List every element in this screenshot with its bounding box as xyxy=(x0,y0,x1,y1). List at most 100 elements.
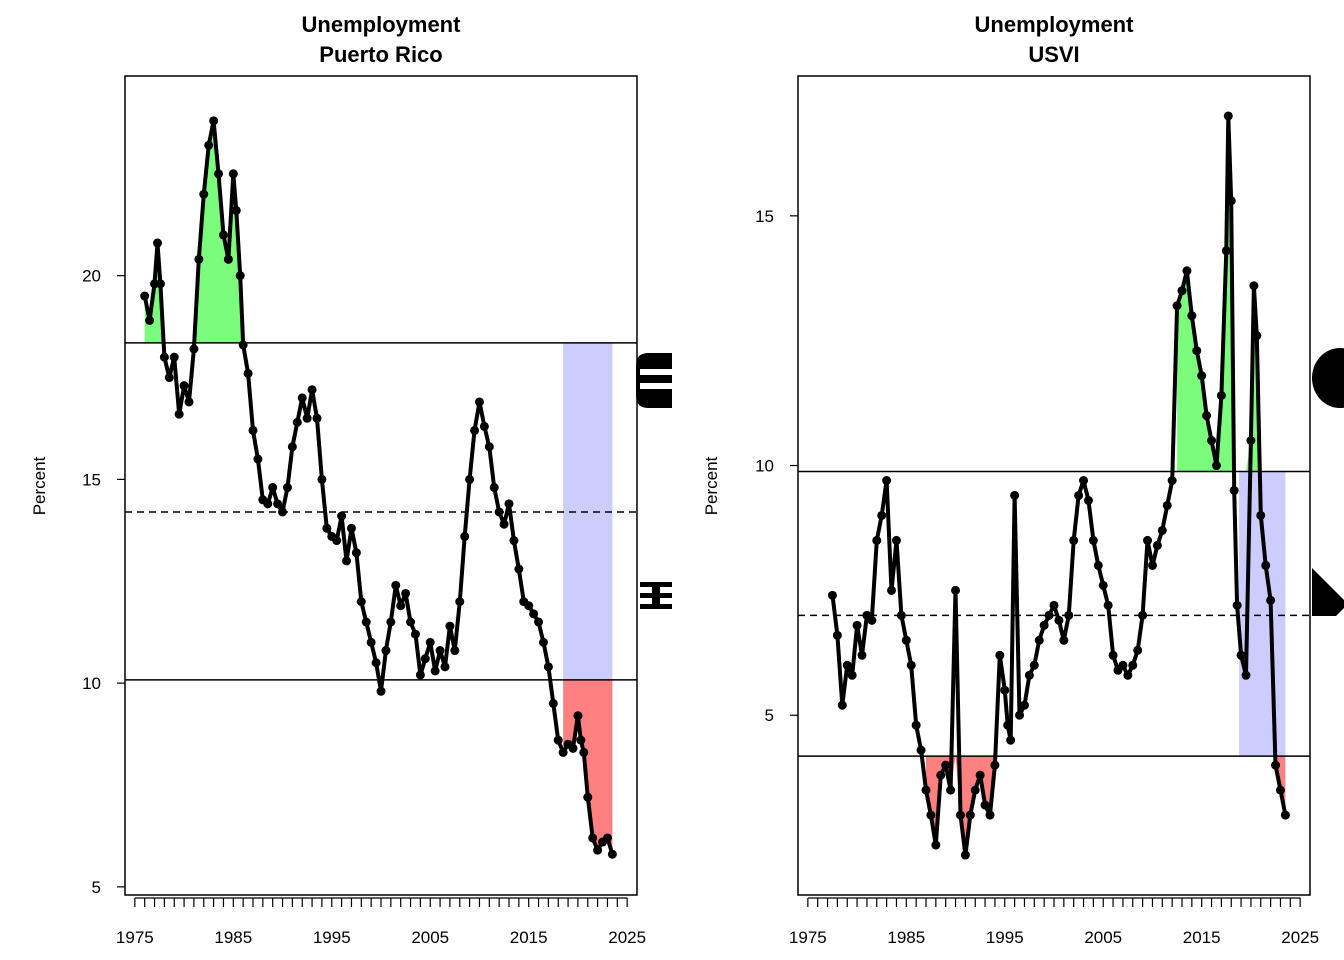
usvi-point-62 xyxy=(1128,660,1138,670)
puerto-rico-edge-marks xyxy=(636,353,672,609)
puerto-rico-point-76 xyxy=(504,499,514,509)
usvi-point-48 xyxy=(1059,635,1069,645)
usvi-point-19 xyxy=(921,785,931,795)
puerto-rico-point-53 xyxy=(391,580,401,590)
puerto-rico-point-77 xyxy=(509,536,519,546)
usvi-x-tick-label: 1975 xyxy=(789,928,827,947)
usvi-point-0 xyxy=(827,590,837,600)
usvi-y-tick-label: 5 xyxy=(765,706,774,725)
usvi-point-70 xyxy=(1167,476,1177,486)
usvi-point-9 xyxy=(872,535,882,545)
puerto-rico-x-tick-label: 2025 xyxy=(608,928,646,947)
puerto-rico-point-44 xyxy=(346,523,356,533)
puerto-rico-red-region-0 xyxy=(563,679,613,855)
usvi-point-32 xyxy=(985,810,995,820)
usvi-point-27 xyxy=(960,850,970,860)
usvi-point-92 xyxy=(1261,560,1271,570)
puerto-rico-point-78 xyxy=(514,564,524,574)
puerto-rico-point-69 xyxy=(470,425,480,435)
puerto-rico-point-36 xyxy=(307,385,317,395)
usvi-point-22 xyxy=(936,770,946,780)
usvi-point-11 xyxy=(882,476,892,486)
usvi-point-89 xyxy=(1249,281,1259,291)
usvi-point-24 xyxy=(946,785,956,795)
usvi-point-56 xyxy=(1098,580,1108,590)
puerto-rico-panel: Unemployment Puerto Rico Percent 1975 198… xyxy=(30,12,672,947)
usvi-green-region-0 xyxy=(1177,115,1261,472)
puerto-rico-point-16 xyxy=(214,169,224,179)
puerto-rico-point-51 xyxy=(381,646,391,656)
puerto-rico-point-83 xyxy=(538,637,548,647)
puerto-rico-point-84 xyxy=(543,662,553,672)
puerto-rico-point-64 xyxy=(445,621,455,631)
puerto-rico-point-59 xyxy=(420,654,430,664)
puerto-rico-point-33 xyxy=(292,417,302,427)
usvi-point-87 xyxy=(1241,670,1251,680)
puerto-rico-point-70 xyxy=(474,397,484,407)
usvi-point-37 xyxy=(1006,735,1016,745)
puerto-rico-point-47 xyxy=(361,617,371,627)
puerto-rico-point-34 xyxy=(297,393,307,403)
usvi-point-52 xyxy=(1079,476,1089,486)
puerto-rico-point-42 xyxy=(337,511,347,521)
puerto-rico-point-90 xyxy=(573,711,583,721)
puerto-rico-reference-lines xyxy=(125,342,637,681)
puerto-rico-point-25 xyxy=(253,454,263,464)
usvi-point-31 xyxy=(980,800,990,810)
puerto-rico-point-52 xyxy=(386,617,396,627)
usvi-point-12 xyxy=(887,585,897,595)
puerto-rico-point-37 xyxy=(312,413,322,423)
usvi-axes: 1975 1985 1995 2005 2015 2025 5 10 15 xyxy=(755,207,1319,947)
usvi-point-71 xyxy=(1172,301,1182,311)
puerto-rico-axes: 1975 1985 1995 2005 2015 2025 5 10 15 20 xyxy=(82,267,646,947)
puerto-rico-point-39 xyxy=(322,523,332,533)
usvi-point-49 xyxy=(1064,610,1074,620)
usvi-point-78 xyxy=(1207,436,1217,446)
puerto-rico-point-55 xyxy=(401,588,411,598)
usvi-point-33 xyxy=(990,760,1000,770)
puerto-rico-point-81 xyxy=(529,609,539,619)
puerto-rico-point-80 xyxy=(524,601,534,611)
usvi-point-35 xyxy=(1000,685,1010,695)
puerto-rico-point-10 xyxy=(184,397,194,407)
usvi-point-21 xyxy=(931,840,941,850)
puerto-rico-point-13 xyxy=(199,189,209,199)
puerto-rico-point-23 xyxy=(243,368,253,378)
puerto-rico-point-92 xyxy=(579,747,589,757)
usvi-point-46 xyxy=(1049,600,1059,610)
usvi-panel: Unemployment USVI Percent 1975 1985 1995 20… xyxy=(702,12,1344,947)
puerto-rico-point-95 xyxy=(593,845,603,855)
usvi-point-91 xyxy=(1256,510,1266,520)
puerto-rico-shaded-regions xyxy=(144,120,613,855)
puerto-rico-point-61 xyxy=(430,666,440,676)
puerto-rico-point-0 xyxy=(140,291,150,301)
puerto-rico-point-15 xyxy=(209,116,219,126)
usvi-series-line xyxy=(830,114,1288,857)
usvi-title: Unemployment xyxy=(975,12,1135,37)
usvi-point-82 xyxy=(1223,111,1233,121)
usvi-point-14 xyxy=(896,610,906,620)
usvi-point-58 xyxy=(1108,650,1118,660)
puerto-rico-point-17 xyxy=(218,230,228,240)
puerto-rico-x-tick-label: 1975 xyxy=(116,928,154,947)
puerto-rico-point-7 xyxy=(169,352,179,362)
puerto-rico-point-3 xyxy=(152,238,162,248)
usvi-point-75 xyxy=(1192,346,1202,356)
usvi-plot-frame xyxy=(797,75,1311,896)
puerto-rico-series xyxy=(140,116,617,859)
puerto-rico-point-54 xyxy=(396,601,406,611)
usvi-point-54 xyxy=(1088,535,1098,545)
usvi-point-69 xyxy=(1162,500,1172,510)
usvi-point-15 xyxy=(901,635,911,645)
usvi-point-25 xyxy=(951,585,961,595)
usvi-point-38 xyxy=(1010,490,1020,500)
usvi-point-4 xyxy=(847,670,857,680)
puerto-rico-point-87 xyxy=(558,747,568,757)
usvi-point-73 xyxy=(1182,266,1192,276)
puerto-rico-point-82 xyxy=(534,617,544,627)
puerto-rico-point-94 xyxy=(588,833,598,843)
usvi-point-93 xyxy=(1266,595,1276,605)
puerto-rico-point-97 xyxy=(602,833,612,843)
usvi-point-86 xyxy=(1236,650,1246,660)
puerto-rico-point-71 xyxy=(479,421,489,431)
